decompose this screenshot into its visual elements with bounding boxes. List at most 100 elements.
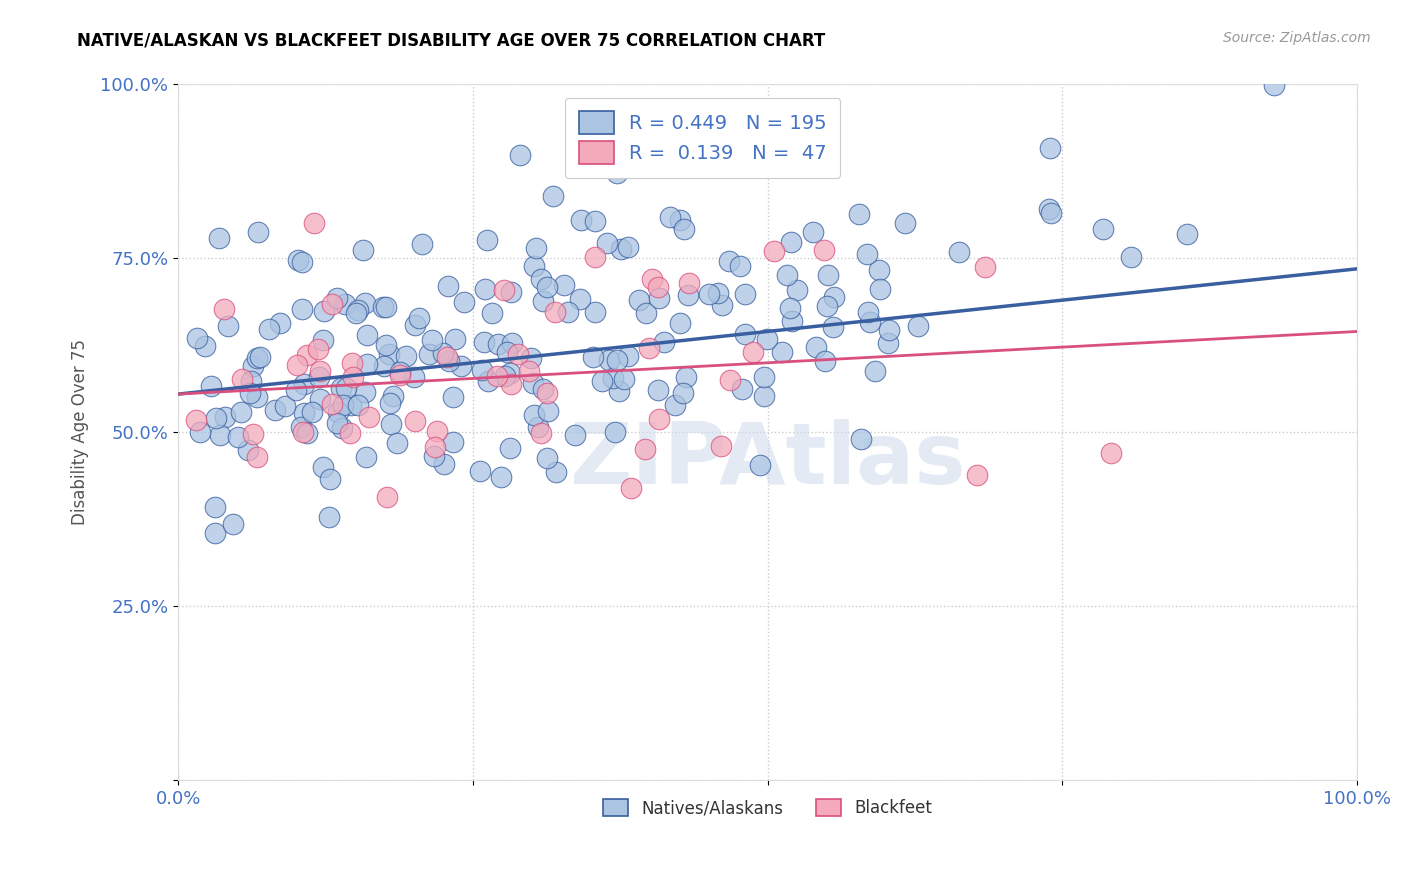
Point bbox=[477, 374, 499, 388]
Point bbox=[354, 295, 377, 310]
Point bbox=[301, 405, 323, 419]
Point bbox=[948, 245, 970, 260]
Point bbox=[763, 244, 786, 259]
Point bbox=[249, 350, 271, 364]
Point bbox=[522, 376, 544, 390]
Point bbox=[648, 291, 671, 305]
Point bbox=[817, 268, 839, 282]
Point bbox=[326, 404, 349, 418]
Point bbox=[544, 465, 567, 479]
Point bbox=[742, 345, 765, 359]
Point bbox=[246, 226, 269, 240]
Point bbox=[869, 282, 891, 296]
Point bbox=[209, 428, 232, 442]
Point bbox=[443, 333, 465, 347]
Point bbox=[496, 345, 519, 359]
Point bbox=[647, 412, 669, 426]
Point bbox=[436, 350, 458, 364]
Point bbox=[231, 372, 253, 386]
Point bbox=[418, 346, 440, 360]
Point bbox=[339, 426, 361, 441]
Point bbox=[284, 384, 307, 398]
Point bbox=[378, 346, 401, 360]
Point bbox=[804, 340, 827, 354]
Point bbox=[228, 430, 250, 444]
Point bbox=[205, 410, 228, 425]
Point bbox=[506, 347, 529, 361]
Point bbox=[332, 398, 354, 412]
Point bbox=[184, 413, 207, 427]
Point bbox=[499, 376, 522, 391]
Point bbox=[609, 384, 631, 398]
Point bbox=[257, 322, 280, 336]
Point bbox=[375, 338, 398, 352]
Point bbox=[308, 364, 330, 378]
Point bbox=[523, 259, 546, 273]
Point bbox=[718, 374, 741, 388]
Point bbox=[432, 345, 454, 359]
Point bbox=[647, 280, 669, 294]
Point bbox=[344, 306, 367, 320]
Point bbox=[188, 425, 211, 440]
Point bbox=[1099, 445, 1122, 459]
Point bbox=[894, 216, 917, 230]
Point bbox=[664, 398, 686, 412]
Point bbox=[707, 285, 730, 300]
Point bbox=[569, 292, 592, 306]
Point bbox=[318, 510, 340, 524]
Point bbox=[1119, 250, 1142, 264]
Point bbox=[776, 268, 799, 282]
Point bbox=[359, 409, 381, 424]
Point bbox=[378, 396, 401, 410]
Point bbox=[697, 286, 720, 301]
Point bbox=[858, 304, 880, 318]
Point bbox=[333, 297, 356, 311]
Point bbox=[481, 306, 503, 320]
Point bbox=[1263, 78, 1285, 93]
Point bbox=[676, 287, 699, 301]
Point bbox=[520, 351, 543, 365]
Point bbox=[346, 303, 368, 318]
Point bbox=[354, 450, 377, 465]
Point bbox=[1091, 222, 1114, 236]
Point bbox=[239, 386, 262, 401]
Point bbox=[602, 371, 624, 385]
Point bbox=[627, 293, 650, 307]
Point bbox=[246, 390, 269, 404]
Point bbox=[426, 425, 449, 439]
Point bbox=[335, 381, 357, 395]
Point bbox=[437, 354, 460, 368]
Text: ZIPAtlas: ZIPAtlas bbox=[569, 418, 966, 501]
Point bbox=[346, 398, 368, 412]
Point bbox=[801, 225, 824, 239]
Point bbox=[752, 389, 775, 403]
Point bbox=[718, 254, 741, 268]
Point bbox=[499, 285, 522, 299]
Point bbox=[423, 440, 446, 454]
Point bbox=[246, 450, 269, 464]
Point bbox=[814, 354, 837, 368]
Point bbox=[236, 443, 259, 458]
Point bbox=[541, 189, 564, 203]
Point bbox=[877, 323, 900, 337]
Point bbox=[617, 240, 640, 254]
Point bbox=[620, 481, 643, 495]
Point bbox=[291, 301, 314, 316]
Point bbox=[404, 414, 426, 428]
Point bbox=[536, 385, 558, 400]
Point bbox=[325, 417, 347, 431]
Point bbox=[239, 374, 262, 388]
Legend: Natives/Alaskans, Blackfeet: Natives/Alaskans, Blackfeet bbox=[596, 793, 939, 824]
Point bbox=[433, 457, 456, 471]
Point bbox=[491, 469, 513, 483]
Point bbox=[321, 397, 343, 411]
Point bbox=[186, 331, 208, 345]
Point bbox=[583, 250, 606, 264]
Point bbox=[474, 282, 496, 296]
Point bbox=[291, 254, 314, 268]
Point bbox=[194, 338, 217, 352]
Point bbox=[595, 236, 617, 251]
Point bbox=[229, 405, 252, 419]
Point bbox=[200, 378, 222, 392]
Point bbox=[222, 516, 245, 531]
